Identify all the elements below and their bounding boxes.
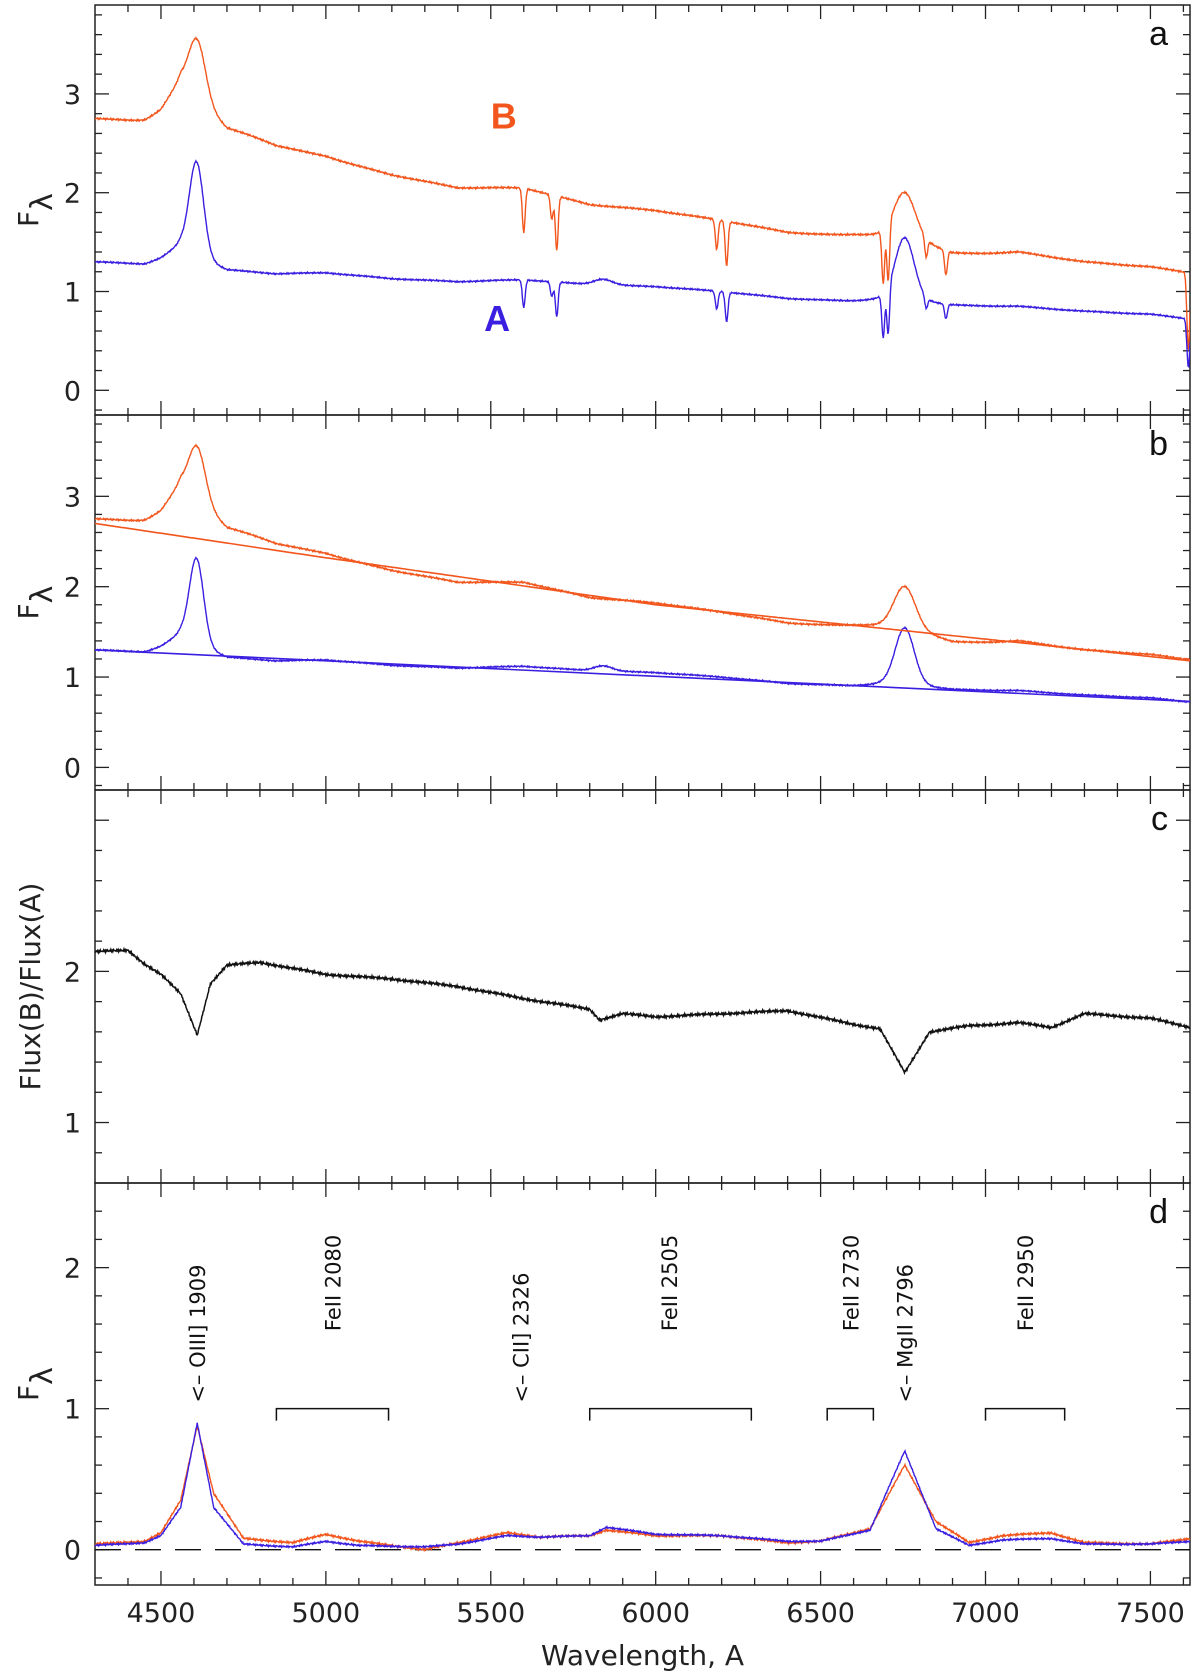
panel-c: 1 2 Flux(B)/Flux(A) c <box>14 789 1191 1184</box>
x-tick-label: 7000 <box>951 1598 1020 1629</box>
y-axis-title-main: F <box>12 603 45 619</box>
plot-area <box>95 36 1190 369</box>
y-axis-title-subscript: λ <box>25 193 60 211</box>
y-axis-title: Flux(B)/Flux(A) <box>14 883 47 1091</box>
ratio-line <box>95 946 1190 1076</box>
y-tick-label: 0 <box>64 376 81 407</box>
plot-frame <box>94 1182 1191 1586</box>
x-tick-label: 6500 <box>786 1598 855 1629</box>
x-tick-label: 5000 <box>292 1598 361 1629</box>
y-axis-title: Fλ <box>12 1367 60 1401</box>
series-A-label: A <box>484 298 510 339</box>
x-tick-label: 5500 <box>456 1598 525 1629</box>
line-annotation-label: <– OIII] 1909 <box>186 1264 210 1402</box>
series-B-residual-line <box>95 1425 1190 1553</box>
line-annotation-label: FeII 2080 <box>321 1235 345 1331</box>
series-B-label: B <box>491 95 517 136</box>
panel-letter: c <box>1151 800 1168 838</box>
panel-d: 0 1 2 Fλ d <– OIII] 1909 FeII 2080 <– CII] 2326… <box>12 1182 1191 1586</box>
series-A-line <box>95 556 1190 704</box>
series-A-continuum-fit <box>95 649 1190 703</box>
series-B-line <box>95 36 1190 351</box>
feii-range-bracket <box>588 1407 753 1421</box>
plot-frame <box>94 789 1191 1184</box>
y-axis-title-main: F <box>12 211 45 227</box>
line-annotation-label: FeII 2950 <box>1014 1235 1038 1331</box>
y-axis-title-subscript: λ <box>25 586 60 604</box>
plot-area <box>95 443 1190 704</box>
plot-area <box>95 1422 1190 1553</box>
y-tick-label: 1 <box>64 1395 81 1426</box>
y-axis-title-subscript: λ <box>25 1367 60 1385</box>
x-axis: 4500 5000 5500 6000 6500 7000 7500 Wavelength, … <box>127 1598 1185 1672</box>
series-A-line <box>95 159 1190 369</box>
panel-letter: a <box>1149 15 1168 53</box>
series-B-continuum-fit <box>95 522 1190 662</box>
panel-letter: b <box>1149 425 1168 463</box>
y-tick-label: 1 <box>64 1109 81 1140</box>
series-A-residual-line <box>95 1422 1190 1550</box>
y-tick-label: 1 <box>64 663 81 694</box>
y-axis-title: Fλ <box>12 193 60 227</box>
plot-area <box>95 946 1190 1076</box>
y-tick-label: 2 <box>64 573 81 604</box>
feii-range-bracket <box>826 1407 875 1421</box>
y-axis-title: Fλ <box>12 586 60 620</box>
line-annotation-label: FeII 2505 <box>658 1235 682 1331</box>
x-tick-label: 6000 <box>621 1598 690 1629</box>
series-B-line <box>95 443 1190 662</box>
y-tick-label: 3 <box>64 482 81 513</box>
y-tick-label: 1 <box>64 278 81 309</box>
y-axis-title-main: F <box>12 1385 45 1401</box>
panel-b: 0 1 2 3 Fλ b <box>12 414 1191 791</box>
line-annotation-label: <– MgII 2796 <box>894 1264 918 1403</box>
panel-letter: d <box>1149 1193 1168 1231</box>
y-tick-label: 0 <box>64 1536 81 1567</box>
x-tick-label: 4500 <box>127 1598 196 1629</box>
line-annotation-label: FeII 2730 <box>839 1235 863 1331</box>
y-tick-label: 0 <box>64 753 81 784</box>
x-axis-title: Wavelength, A <box>541 1639 744 1672</box>
feii-range-bracket <box>275 1407 390 1421</box>
x-tick-label: 7500 <box>1116 1598 1185 1629</box>
y-tick-label: 2 <box>64 179 81 210</box>
line-annotation-label: <– CII] 2326 <box>509 1273 533 1403</box>
y-tick-label: 2 <box>64 957 81 988</box>
panel-a: 0 1 2 3 Fλ a B A <box>12 4 1191 416</box>
feii-range-bracket <box>984 1407 1066 1421</box>
y-tick-label: 3 <box>64 80 81 111</box>
y-tick-label: 2 <box>64 1254 81 1285</box>
